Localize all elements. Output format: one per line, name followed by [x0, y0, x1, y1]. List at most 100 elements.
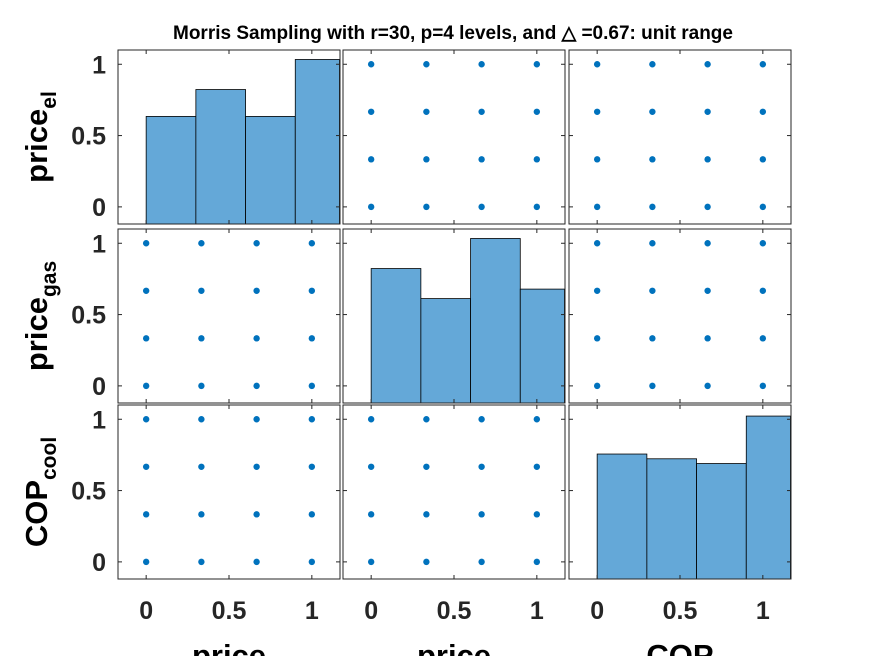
- data-point: [649, 335, 656, 342]
- data-point: [308, 416, 316, 423]
- panel-background: [343, 405, 565, 579]
- panel-border: [117, 404, 341, 580]
- data-point: [198, 511, 205, 518]
- y-axis-label-main: COP: [19, 480, 54, 547]
- data-point: [253, 382, 260, 390]
- data-point: [533, 203, 541, 211]
- y-axis-label-main: price: [19, 297, 54, 371]
- data-point: [198, 335, 205, 342]
- data-point: [423, 558, 430, 566]
- y-tick-label: 0: [92, 549, 106, 577]
- histogram-bar: [245, 116, 296, 225]
- data-point: [533, 108, 541, 115]
- data-point: [759, 382, 767, 390]
- data-point: [367, 203, 375, 211]
- data-point: [367, 61, 375, 68]
- data-point: [704, 203, 711, 211]
- data-point: [423, 463, 430, 470]
- data-point: [423, 416, 430, 423]
- y-tick-label: 1: [92, 406, 106, 434]
- histogram-bar: [519, 288, 565, 404]
- data-point: [142, 558, 150, 566]
- data-point: [308, 382, 316, 390]
- panel-grid: [117, 49, 792, 580]
- data-point: [308, 511, 316, 518]
- data-point: [478, 416, 485, 423]
- data-point: [478, 108, 485, 115]
- panel-border: [342, 228, 566, 404]
- histogram-bar: [195, 89, 246, 225]
- panel-0-0: [117, 49, 341, 225]
- data-point: [759, 156, 767, 163]
- data-point: [423, 156, 430, 163]
- data-point: [367, 558, 375, 566]
- panel-background: [118, 229, 340, 403]
- data-point: [253, 558, 260, 566]
- chart-title: Morris Sampling with r=30, p=4 levels, a…: [173, 23, 733, 44]
- data-point: [593, 240, 601, 247]
- data-point: [423, 61, 430, 68]
- y-axis-label-subscript: cool: [38, 437, 61, 480]
- x-tick-label: 0: [364, 597, 378, 625]
- y-tick-label: 1: [92, 51, 106, 79]
- histogram-bar: [294, 59, 340, 225]
- data-point: [593, 156, 601, 163]
- data-point: [649, 156, 656, 163]
- data-point: [253, 416, 260, 423]
- data-point: [759, 335, 767, 342]
- histogram-bar: [745, 415, 791, 580]
- data-point: [593, 108, 601, 115]
- panel-border: [342, 49, 566, 225]
- data-point: [649, 203, 656, 211]
- x-tick-label: 0: [590, 597, 604, 625]
- panel-border: [117, 49, 341, 225]
- data-point: [649, 108, 656, 115]
- panel-border: [568, 49, 792, 225]
- histogram-bar: [646, 458, 697, 580]
- data-point: [593, 335, 601, 342]
- panel-1-1: [342, 228, 566, 404]
- y-axis-label-main: price: [19, 109, 54, 183]
- data-point: [142, 416, 150, 423]
- panel-background: [569, 50, 791, 224]
- data-point: [253, 287, 260, 294]
- y-tick-label: 1: [92, 230, 106, 258]
- data-point: [367, 156, 375, 163]
- histogram-bar: [370, 268, 422, 404]
- data-point: [308, 558, 316, 566]
- panel-background: [118, 405, 340, 579]
- data-point: [142, 463, 150, 470]
- data-point: [533, 511, 541, 518]
- data-point: [704, 287, 711, 294]
- x-axis-label: price: [192, 638, 266, 656]
- data-point: [142, 287, 150, 294]
- data-point: [649, 382, 656, 390]
- data-point: [759, 287, 767, 294]
- data-point: [649, 61, 656, 68]
- y-tick-label: 0: [92, 373, 106, 401]
- data-point: [649, 240, 656, 247]
- x-tick-label: 1: [530, 597, 544, 625]
- panel-1-2: [568, 228, 792, 404]
- data-point: [253, 240, 260, 247]
- data-point: [198, 287, 205, 294]
- panel-2-1: [342, 404, 566, 580]
- panel-1-0: [117, 228, 341, 404]
- data-point: [478, 463, 485, 470]
- histogram-bar: [420, 298, 471, 404]
- panel-border: [568, 404, 792, 580]
- data-point: [308, 335, 316, 342]
- data-point: [198, 416, 205, 423]
- data-point: [198, 240, 205, 247]
- data-point: [759, 61, 767, 68]
- data-point: [533, 156, 541, 163]
- histogram-bar: [145, 116, 197, 225]
- data-point: [533, 61, 541, 68]
- data-point: [704, 240, 711, 247]
- data-point: [593, 61, 601, 68]
- data-point: [308, 287, 316, 294]
- data-point: [308, 240, 316, 247]
- data-point: [478, 61, 485, 68]
- data-point: [649, 287, 656, 294]
- data-point: [142, 335, 150, 342]
